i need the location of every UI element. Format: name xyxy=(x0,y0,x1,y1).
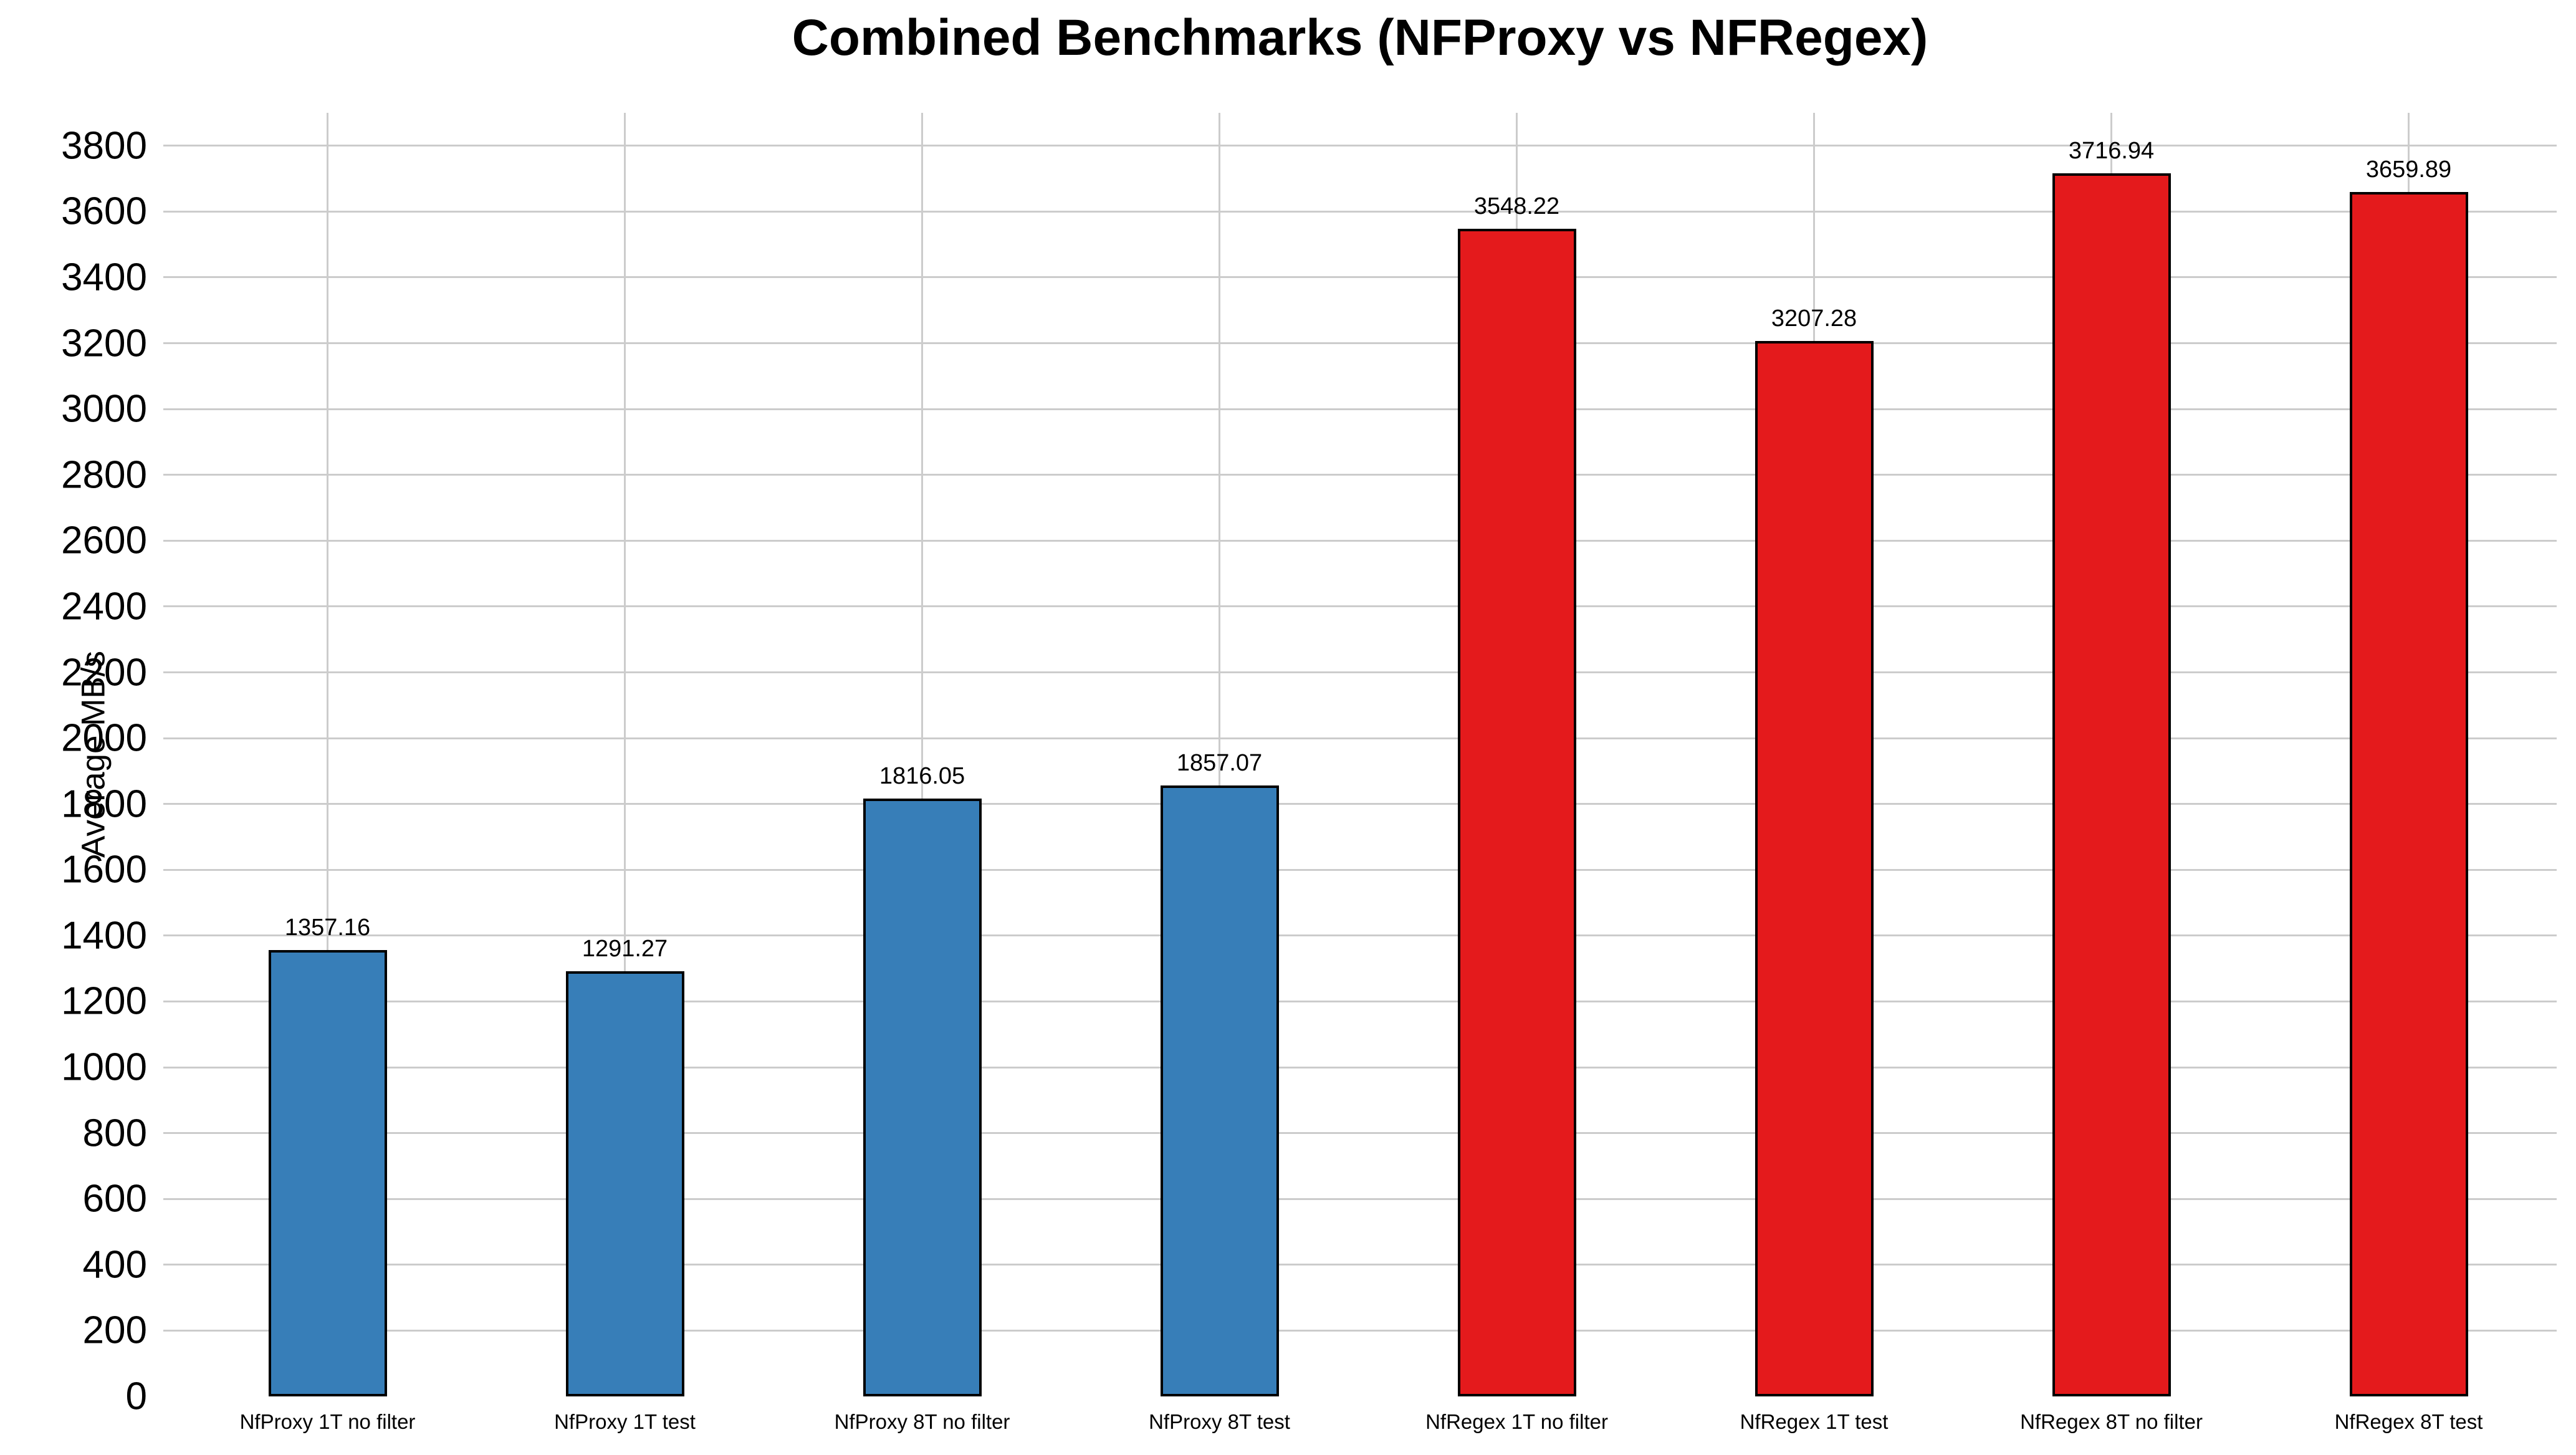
y-tick-label: 800 xyxy=(82,1112,147,1155)
bar xyxy=(1457,228,1576,1396)
x-tick-label: NfProxy 8T no filter xyxy=(834,1410,1010,1433)
x-tick-label: NfRegex 1T test xyxy=(1740,1410,1889,1433)
bar xyxy=(1755,340,1874,1396)
x-tick-label: NfProxy 1T test xyxy=(554,1410,696,1433)
y-tick-label: 600 xyxy=(82,1177,147,1221)
h-gridline xyxy=(163,1132,2557,1135)
bar xyxy=(2349,191,2468,1396)
v-gridline xyxy=(624,113,626,1396)
x-tick-label: NfProxy 8T test xyxy=(1149,1410,1290,1433)
h-gridline xyxy=(163,145,2557,147)
y-tick-label: 2200 xyxy=(61,651,147,694)
h-gridline xyxy=(163,342,2557,345)
bar-value-label: 3716.94 xyxy=(2068,137,2155,164)
y-tick-label: 3200 xyxy=(61,322,147,365)
bar xyxy=(2052,173,2171,1396)
bar xyxy=(268,949,387,1396)
h-gridline xyxy=(163,474,2557,476)
h-gridline xyxy=(163,803,2557,805)
y-tick-label: 3800 xyxy=(61,124,147,168)
y-tick-label: 200 xyxy=(82,1309,147,1352)
h-gridline xyxy=(163,605,2557,608)
y-tick-label: 2000 xyxy=(61,716,147,760)
x-tick-label: NfRegex 8T test xyxy=(2334,1410,2483,1433)
y-tick-label: 1200 xyxy=(61,979,147,1023)
y-tick-label: 2400 xyxy=(61,585,147,628)
h-gridline xyxy=(163,276,2557,279)
v-gridline xyxy=(327,113,328,1396)
y-tick-label: 3600 xyxy=(61,190,147,233)
h-gridline xyxy=(163,868,2557,871)
x-tick-label: NfProxy 1T no filter xyxy=(239,1410,416,1433)
chart-title: Combined Benchmarks (NFProxy vs NFRegex) xyxy=(792,9,1928,66)
v-gridline xyxy=(1219,113,1220,1396)
y-tick-label: 2600 xyxy=(61,519,147,562)
h-gridline xyxy=(163,1000,2557,1002)
h-gridline xyxy=(163,737,2557,739)
y-tick-label: 1000 xyxy=(61,1045,147,1089)
y-tick-label: 2800 xyxy=(61,453,147,497)
bar-value-label: 3207.28 xyxy=(1771,305,1857,332)
bar xyxy=(1160,785,1279,1396)
h-gridline xyxy=(163,210,2557,213)
y-tick-label: 400 xyxy=(82,1243,147,1287)
bar-value-label: 1291.27 xyxy=(582,936,668,963)
y-tick-label: 0 xyxy=(125,1375,147,1418)
y-tick-label: 1600 xyxy=(61,848,147,891)
bar-value-label: 1357.16 xyxy=(284,914,371,941)
v-gridline xyxy=(921,113,923,1396)
h-gridline xyxy=(163,1329,2557,1332)
h-gridline xyxy=(163,671,2557,674)
h-gridline xyxy=(163,1198,2557,1200)
bar-value-label: 1816.05 xyxy=(879,763,965,790)
bar-value-label: 3659.89 xyxy=(2365,156,2452,183)
y-tick-label: 3000 xyxy=(61,387,147,431)
bar-value-label: 3548.22 xyxy=(1473,193,1560,219)
x-tick-label: NfRegex 1T no filter xyxy=(1425,1410,1608,1433)
bar-value-label: 1857.07 xyxy=(1176,749,1263,776)
h-gridline xyxy=(163,539,2557,542)
bar xyxy=(565,971,684,1396)
y-tick-label: 1400 xyxy=(61,914,147,958)
y-tick-label: 3400 xyxy=(61,256,147,299)
h-gridline xyxy=(163,1066,2557,1068)
bar xyxy=(863,799,982,1396)
h-gridline xyxy=(163,408,2557,410)
h-gridline xyxy=(163,1264,2557,1266)
x-tick-label: NfRegex 8T no filter xyxy=(2020,1410,2203,1433)
y-tick-label: 1800 xyxy=(61,782,147,826)
plot-area: 1357.16 1291.27 1816.05 1857.07 3548.22 3207.… xyxy=(163,113,2557,1396)
h-gridline xyxy=(163,934,2557,937)
